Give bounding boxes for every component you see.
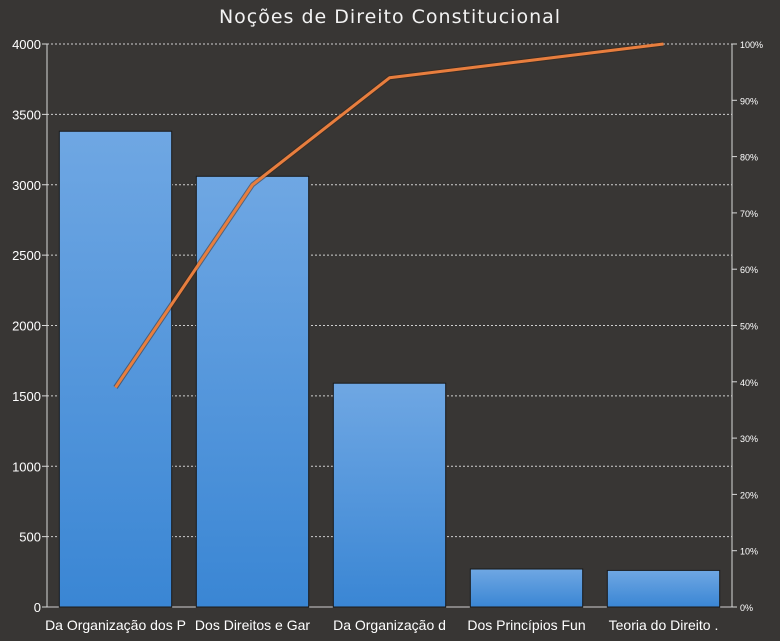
y-tick-label: 3000 [12, 178, 41, 193]
cumulative-line [114, 42, 664, 389]
bar [606, 569, 721, 608]
y-tick-label: 1500 [12, 389, 41, 404]
bar [332, 382, 447, 608]
y2-tick-label: 40% [740, 378, 758, 388]
y-tick-label: 1000 [12, 459, 41, 474]
y2-tick-label: 10% [740, 547, 758, 557]
y-tick-label: 4000 [12, 37, 41, 52]
bar [195, 175, 310, 608]
x-tick-label: Teoria do Direito . [609, 617, 719, 633]
y-tick-label: 0 [34, 600, 41, 615]
y2-tick-label: 50% [740, 322, 758, 332]
y2-tick-label: 90% [740, 96, 758, 106]
y2-tick-label: 100% [740, 40, 763, 50]
x-tick-label: Dos Princípios Fun [467, 617, 585, 633]
cumulative-line-series [113, 41, 664, 389]
bar [469, 568, 584, 608]
y-tick-label: 2000 [12, 319, 41, 334]
y2-tick-label: 20% [740, 490, 758, 500]
y-tick-label: 3500 [12, 107, 41, 122]
x-tick-label: Dos Direitos e Gar [195, 617, 310, 633]
bar-series [58, 130, 721, 608]
y2-tick-label: 70% [740, 209, 758, 219]
bar [58, 130, 173, 608]
y2-tick-label: 60% [740, 265, 758, 275]
x-tick-label: Da Organização d [333, 617, 446, 633]
y2-tick-label: 30% [740, 434, 758, 444]
axes: 0 500 1000 1500 2000 2500 3000 3500 4000 0% 10% 20%… [12, 37, 763, 633]
y2-tick-label: 80% [740, 153, 758, 163]
y-tick-label: 2500 [12, 248, 41, 263]
x-tick-label: Da Organização dos P [45, 617, 186, 633]
y-tick-label: 500 [19, 530, 41, 545]
y2-tick-label: 0% [740, 603, 753, 613]
chart-title: Noções de Direito Constitucional [218, 6, 562, 28]
